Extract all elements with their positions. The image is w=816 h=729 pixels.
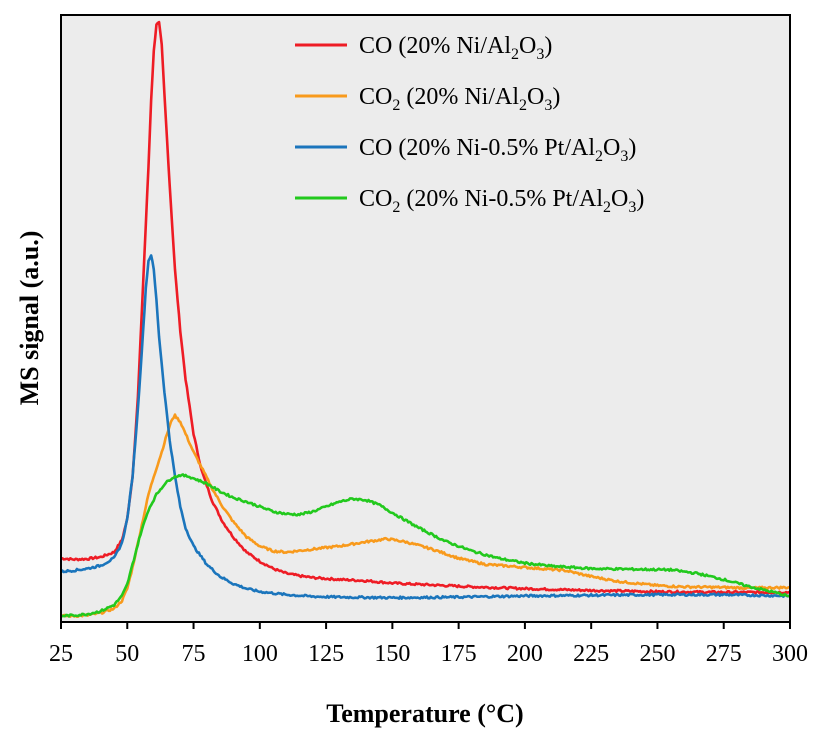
x-tick-label: 100 <box>242 641 278 667</box>
legend-label-2: CO2 (20% Ni/Al2O3) <box>359 84 560 114</box>
series-line-3 <box>60 254 791 600</box>
x-tick-label: 50 <box>115 641 139 667</box>
y-axis-title: MS signal (a.u.) <box>15 231 44 406</box>
legend-label-4: CO2 (20% Ni-0.5% Pt/Al2O3) <box>359 186 644 216</box>
x-tick-label: 25 <box>49 641 73 667</box>
x-axis-title: Temperature (°C) <box>326 699 523 728</box>
series-line-4 <box>60 473 791 618</box>
x-tick-label: 175 <box>441 641 477 667</box>
x-tick-label: 75 <box>182 641 206 667</box>
plot-frame <box>60 14 791 623</box>
x-tick-label: 125 <box>308 641 344 667</box>
x-tick-label: 200 <box>507 641 543 667</box>
legend-label-3: CO (20% Ni-0.5% Pt/Al2O3) <box>359 135 636 165</box>
x-axis: 25 50 75 100 125 150 175 200 225 250 275 300 <box>49 622 808 667</box>
x-tick-label: 225 <box>573 641 609 667</box>
series-layer <box>60 20 791 619</box>
x-tick-label: 250 <box>639 641 675 667</box>
series-line-1 <box>60 20 791 595</box>
legend-label-1: CO (20% Ni/Al2O3) <box>359 33 552 63</box>
x-tick-label: 300 <box>772 641 808 667</box>
x-tick-label: 275 <box>706 641 742 667</box>
legend: CO (20% Ni/Al2O3) CO2 (20% Ni/Al2O3) CO (2… <box>295 33 644 216</box>
series-line-2 <box>60 413 791 619</box>
x-tick-label: 150 <box>374 641 410 667</box>
